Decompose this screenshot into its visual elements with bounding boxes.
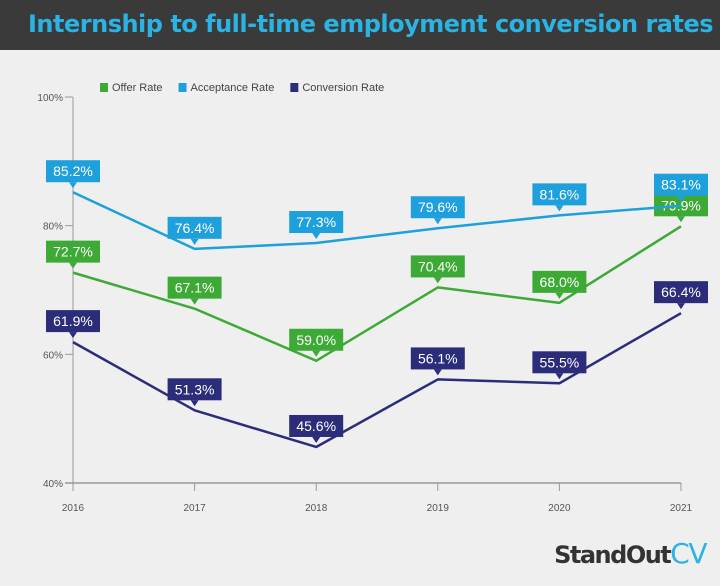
- data-label: 56.1%: [410, 347, 465, 376]
- data-label-pointer: [433, 218, 442, 225]
- data-label-box: [46, 310, 100, 333]
- data-label-pointer: [312, 233, 321, 240]
- data-label-box: [46, 240, 100, 263]
- data-label-pointer: [190, 400, 199, 407]
- data-label-pointer: [312, 436, 321, 443]
- data-label-text: 79.6%: [418, 199, 458, 215]
- data-label: 83.1%: [654, 173, 708, 202]
- data-label-box: [289, 211, 344, 234]
- data-label: 45.6%: [289, 414, 344, 443]
- legend-swatch: [178, 83, 187, 92]
- data-label-pointer: [69, 262, 77, 269]
- data-label-box: [654, 173, 708, 196]
- x-tick-label: 2016: [62, 503, 85, 514]
- data-label: 77.3%: [289, 211, 344, 240]
- data-label-box: [410, 347, 465, 370]
- data-label: 61.9%: [46, 310, 100, 339]
- y-tick-label: 40%: [43, 479, 63, 490]
- legend-label: Acceptance Rate: [191, 82, 275, 94]
- logo-part2: CV: [670, 537, 707, 570]
- data-label: 76.4%: [167, 216, 222, 245]
- data-label-text: 83.1%: [661, 177, 701, 193]
- y-tick-label: 100%: [37, 93, 63, 104]
- y-tick-label: 80%: [43, 222, 63, 233]
- data-label-pointer: [190, 298, 199, 305]
- x-tick-label: 2018: [305, 503, 328, 514]
- data-label-box: [167, 378, 222, 401]
- data-label-box: [167, 276, 222, 299]
- data-label-box: [289, 414, 344, 437]
- data-label-text: 67.1%: [175, 280, 215, 296]
- data-label-box: [46, 160, 100, 183]
- data-label-text: 56.1%: [418, 350, 458, 366]
- data-label: 72.7%: [46, 240, 100, 269]
- data-label: 55.5%: [532, 351, 587, 380]
- data-label: 70.4%: [410, 255, 465, 284]
- data-label-box: [532, 351, 587, 374]
- data-label-pointer: [312, 350, 321, 357]
- data-label-text: 59.0%: [296, 332, 336, 348]
- data-label-text: 66.4%: [661, 284, 701, 300]
- x-tick-label: 2017: [183, 503, 206, 514]
- logo-part1: StandOut: [554, 541, 672, 569]
- data-label-text: 76.4%: [175, 220, 215, 236]
- x-tick-label: 2019: [427, 503, 450, 514]
- x-tick-label: 2021: [670, 503, 693, 514]
- data-label-box: [410, 255, 465, 278]
- data-label-box: [410, 196, 465, 219]
- data-label-pointer: [433, 369, 442, 376]
- x-tick-label: 2020: [548, 503, 571, 514]
- data-label-text: 77.3%: [296, 214, 336, 230]
- data-label: 66.4%: [654, 281, 708, 310]
- y-tick-label: 60%: [43, 350, 63, 361]
- data-label-text: 85.2%: [53, 163, 93, 179]
- series-line: [72, 312, 682, 449]
- data-label: 79.9%: [654, 194, 708, 223]
- series-line: [72, 225, 682, 363]
- legend-swatch: [100, 83, 108, 92]
- legend-label: Offer Rate: [112, 82, 163, 94]
- data-label-box: [167, 216, 222, 239]
- data-label: 59.0%: [289, 328, 344, 357]
- data-label-pointer: [677, 216, 685, 223]
- data-label-box: [532, 183, 587, 206]
- data-label-text: 79.9%: [661, 197, 701, 213]
- legend-label: Conversion Rate: [302, 82, 384, 94]
- data-label-text: 45.6%: [296, 418, 336, 434]
- data-label-text: 61.9%: [53, 313, 93, 329]
- data-label-text: 68.0%: [540, 274, 580, 290]
- legend-swatch: [290, 83, 299, 92]
- data-label: 67.1%: [167, 276, 222, 305]
- data-label-box: [654, 281, 708, 304]
- data-label-pointer: [555, 373, 564, 380]
- data-label-text: 81.6%: [540, 186, 580, 202]
- data-label: 51.3%: [167, 378, 222, 407]
- data-label-pointer: [69, 332, 77, 339]
- standoutcv-logo: StandOutCV: [554, 537, 707, 570]
- data-label-text: 70.4%: [418, 258, 458, 274]
- data-label-pointer: [190, 238, 199, 245]
- data-label-pointer: [433, 277, 442, 284]
- series-line: [72, 191, 682, 251]
- data-label-text: 72.7%: [53, 244, 93, 260]
- data-label: 81.6%: [532, 183, 587, 212]
- data-label-box: [289, 328, 344, 351]
- data-label: 85.2%: [46, 160, 100, 189]
- chart-title: Internship to full-time employment conve…: [28, 10, 714, 38]
- title-bar: Internship to full-time employment conve…: [0, 0, 720, 50]
- data-label-box: [654, 194, 708, 217]
- data-label-pointer: [677, 303, 685, 310]
- data-label-pointer: [677, 195, 685, 202]
- data-label: 79.6%: [410, 196, 465, 225]
- data-label-pointer: [555, 292, 564, 299]
- data-label-pointer: [555, 205, 564, 212]
- data-label-pointer: [69, 182, 77, 189]
- data-label: 68.0%: [532, 270, 587, 299]
- data-label-box: [532, 270, 587, 293]
- data-label-text: 55.5%: [540, 354, 580, 370]
- data-label-text: 51.3%: [175, 381, 215, 397]
